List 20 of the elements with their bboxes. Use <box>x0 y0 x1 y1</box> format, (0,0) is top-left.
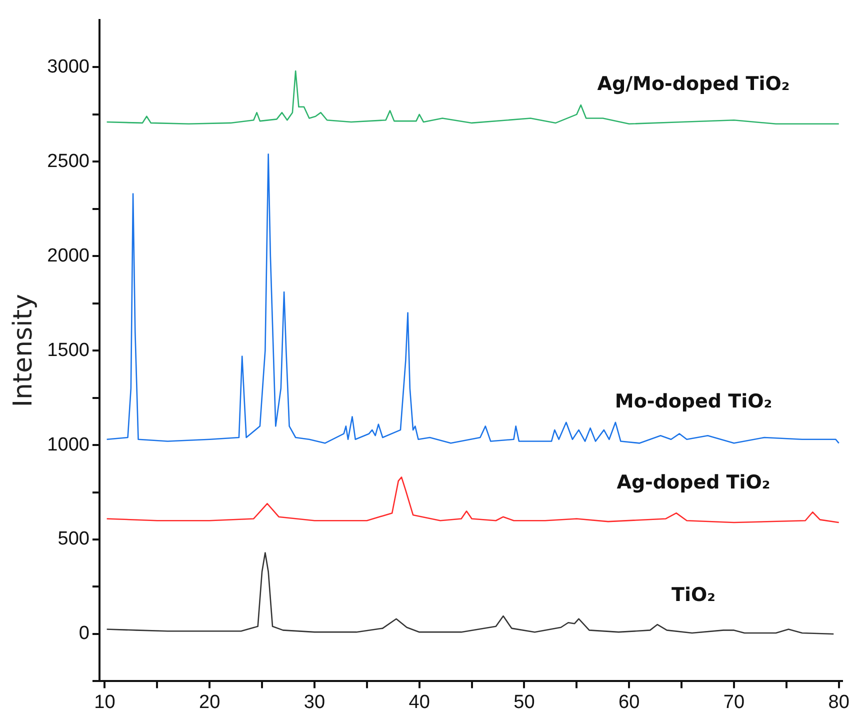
series-label: Ag/Mo-doped TiO₂ <box>597 73 790 96</box>
y-tick-label: 2500 <box>47 150 90 172</box>
y-tick-label: 3000 <box>47 56 90 78</box>
y-axis-title: Intensity <box>8 294 38 408</box>
y-tick-label: 1000 <box>47 434 90 456</box>
series-label: Mo-doped TiO₂ <box>614 390 772 412</box>
x-tick-label: 70 <box>723 692 745 713</box>
y-tick-label: 500 <box>58 528 90 550</box>
x-tick-label: 60 <box>618 692 640 713</box>
series-label: Ag-doped TiO₂ <box>616 472 770 494</box>
x-tick-label: 80 <box>828 692 850 713</box>
x-tick-label: 40 <box>408 692 430 713</box>
x-tick-label: 30 <box>304 692 326 713</box>
x-tick-label: 10 <box>94 692 116 713</box>
y-tick-label: 0 <box>78 623 90 644</box>
x-tick-label: 50 <box>514 692 535 713</box>
series-label: TiO₂ <box>672 584 716 606</box>
x-tick-label: 20 <box>199 692 220 713</box>
y-tick-label: 1500 <box>47 340 90 361</box>
y-tick-label: 2000 <box>47 245 90 266</box>
